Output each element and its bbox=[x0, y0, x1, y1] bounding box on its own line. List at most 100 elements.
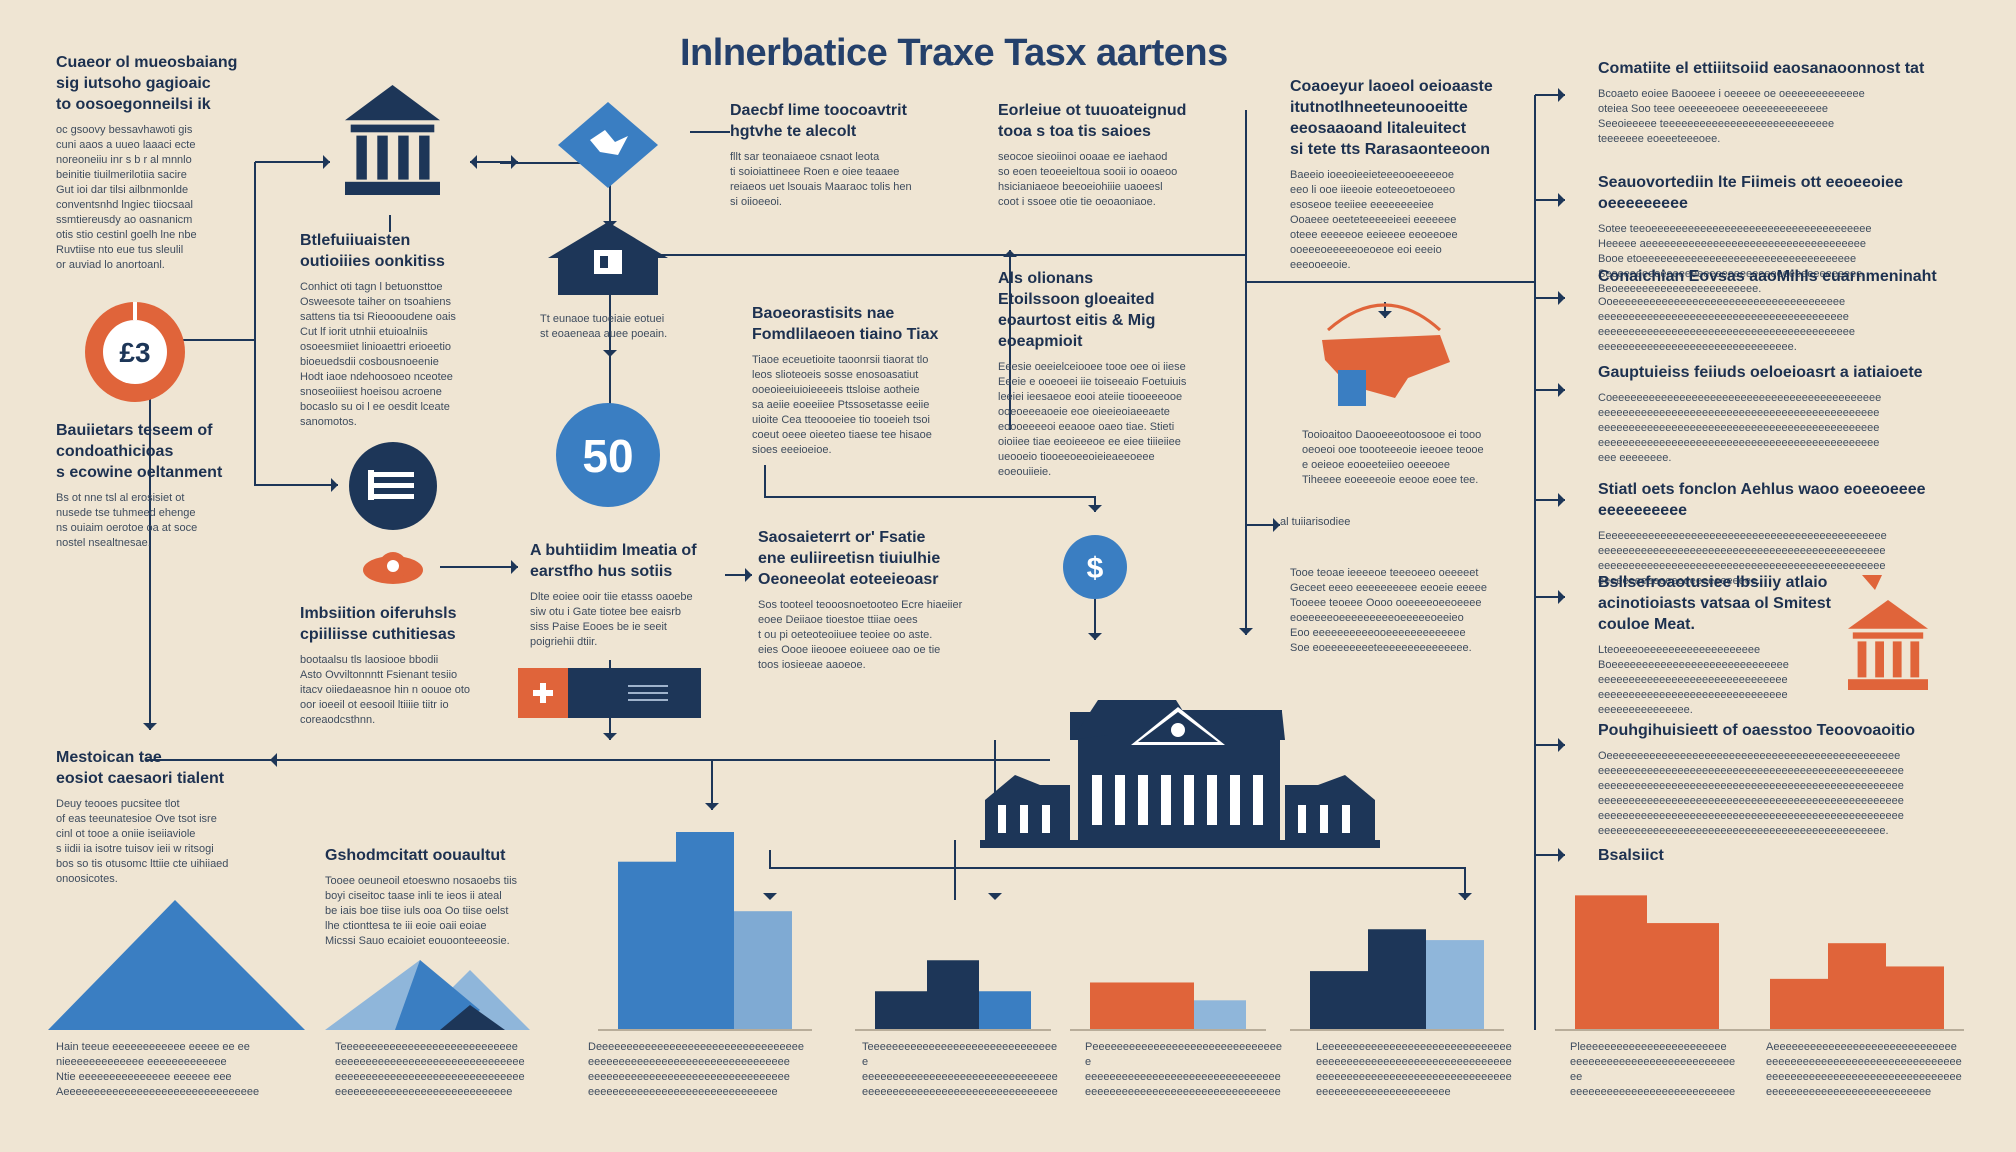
section-body: Conhict oti tagn l betuonsttoe Osweesote… bbox=[300, 281, 456, 428]
section-heading: Baoeorastisits nae Fomdlilaeoen tiaino T… bbox=[752, 305, 939, 343]
flag-badge-icon bbox=[518, 668, 701, 718]
section-r4: Gauptuieiss feiiuds oeloeioasrt a iatiai… bbox=[1598, 362, 1958, 466]
arrowhead bbox=[1378, 311, 1392, 318]
bar-caption: Hain teeue eeeeeeeeeeee eeeee ee ee niee… bbox=[56, 1041, 260, 1098]
arrowhead bbox=[143, 723, 157, 730]
mountain-icon bbox=[48, 900, 530, 1030]
section-c3a: A buhtiidim lmeatia of earstfho hus soti… bbox=[530, 540, 700, 650]
bar-g2-0 bbox=[875, 991, 927, 1030]
section-c4c: Saosaieterrt or' Fsatie ene euliireetisn… bbox=[758, 527, 968, 673]
bar-g4-1 bbox=[1368, 929, 1426, 1030]
note-n1: Tt eunaoe tuoeiaie eotuei st eoaeneaa au… bbox=[540, 313, 668, 340]
arrowhead bbox=[745, 568, 752, 582]
document-circle-icon bbox=[349, 442, 437, 530]
connector-line bbox=[149, 162, 256, 660]
note-n2: al tuiiarisodiee bbox=[1280, 516, 1351, 528]
section-tl: Cuaeor ol mueosbaiang sig iutsoho gagioa… bbox=[56, 52, 276, 273]
arrowhead bbox=[1558, 383, 1565, 397]
page-title: Inlnerbatice Traxe Tasx aartens bbox=[680, 32, 1228, 74]
bar-g5-0 bbox=[1575, 895, 1647, 1030]
section-c4b: Baoeorastisits nae Fomdlilaeoen tiaino T… bbox=[752, 303, 967, 458]
section-bl: Mestoican tae eosiot caesaori tialent Deu… bbox=[56, 747, 301, 887]
section-r8: Bsalsiict bbox=[1598, 845, 1718, 866]
bar-caption: Aeeeeeeeeeeeeeeeeeeeeeeeeeeeeee eeeeeeee… bbox=[1766, 1041, 1962, 1098]
section-heading: Comatiite el ettiiitsoiid eaosanaoonnost… bbox=[1598, 60, 1925, 77]
fifty-label: 50 bbox=[582, 430, 633, 482]
bar-g6-2 bbox=[1886, 966, 1944, 1030]
section-heading: Saosaieterrt or' Fsatie ene euliireetisn… bbox=[758, 529, 941, 588]
section-body: Bcoaeto eoiee Baooeee i oeeeee oe oeeeee… bbox=[1598, 88, 1865, 145]
section-body: Lteoeeeoeeeeeeeeeeeeeeeeeee Boeeeeeeeeee… bbox=[1598, 644, 1789, 716]
bank-building-icon bbox=[345, 85, 440, 195]
section-body: Tooioaitoo Daooeeeotoosooe ei tooo oeoeo… bbox=[1302, 429, 1484, 486]
bar-caption: Peeeeeeeeeeeeeeeeeeeeeeeeeeeeeeee eeeeee… bbox=[1085, 1041, 1282, 1104]
bar-caption: Pleeeeeeeeeeeeeeeeeeeeeeee eeeeeeeeeeeee… bbox=[1570, 1041, 1736, 1104]
section-heading: Bsalsiict bbox=[1598, 847, 1664, 864]
section-heading: Gauptuieiss feiiuds oeloeioasrt a iatiai… bbox=[1598, 364, 1923, 381]
arrowhead bbox=[603, 733, 617, 740]
section-c4a: Eorleiue ot tuuoateignud tooa s toa tis … bbox=[998, 100, 1228, 210]
bar-g2-1 bbox=[927, 960, 979, 1030]
section-c6b: Tooe teoae ieeeeoe teeeoeeo oeeeeet Gece… bbox=[1290, 558, 1490, 656]
section-heading: Coaoeyur laoeol oeioaaste itutnotlhneete… bbox=[1290, 78, 1493, 158]
bar-g1-0 bbox=[618, 861, 676, 1030]
arrowhead bbox=[323, 155, 330, 169]
section-heading: Seauovortediin lte Fiimeis ott eeoeeoiee… bbox=[1598, 174, 1903, 212]
arrowhead bbox=[1458, 893, 1472, 900]
section-heading: Mestoican tae eosiot caesaori tialent bbox=[56, 749, 225, 787]
icons: £3 50 $ bbox=[48, 85, 1928, 1030]
section-c3b: Daecbf lime toocoavtrit hgtvhe te alecol… bbox=[730, 100, 940, 210]
section-c2a: Btlefuiiuaisten outioiiies oonkitiss Conh… bbox=[300, 230, 485, 430]
arrowhead bbox=[1558, 88, 1565, 102]
arrowhead bbox=[511, 560, 518, 574]
connector-line bbox=[764, 465, 1096, 512]
dollar-coin-icon: $ bbox=[1063, 535, 1127, 599]
tax-diamond-icon bbox=[558, 102, 658, 188]
section-body: Tiaoe eceuetioite taoonrsii tiaorat tlo … bbox=[752, 354, 932, 456]
section-body: Tooe teoae ieeeeoe teeeoeeo oeeeeet Gece… bbox=[1290, 567, 1487, 654]
section-heading: Als olionans Etoilssoon gloeaited eoaurt… bbox=[998, 270, 1156, 350]
arrowhead bbox=[1558, 493, 1565, 507]
section-heading: Gshodmcitatt oouaultut bbox=[325, 847, 506, 864]
section-body: Ooeeeeeeeeeeeeeeeeeeeeeeeeeeeeeeeeeeeeee… bbox=[1598, 296, 1855, 353]
section-heading: Stiatl oets fonclon Aehlus waoo eoeeoeee… bbox=[1598, 481, 1926, 519]
section-body: seocoe sieoiinoi ooaae ee iaehaod so eoe… bbox=[998, 151, 1178, 208]
section-tl2: Bauiietars teseem of condoathicioas s ec… bbox=[56, 420, 256, 551]
section-body: Eeeeeeeeeeeeeeeeeeeeeeeeeeeeeeeeeeeeeeee… bbox=[1598, 530, 1887, 587]
bar-g6-1 bbox=[1828, 943, 1886, 1030]
arrowhead bbox=[1558, 193, 1565, 207]
house-icon bbox=[548, 222, 668, 295]
government-building-icon bbox=[980, 700, 1380, 848]
arrowhead bbox=[1088, 633, 1102, 640]
arrowhead bbox=[1558, 848, 1565, 862]
section-r6: Bsllsefroaotusiee lbsiiiy atlaio acinoti… bbox=[1598, 572, 1858, 718]
bar-g1-1 bbox=[676, 832, 734, 1030]
section-heading: Btlefuiiuaisten outioiiies oonkitiss bbox=[300, 232, 445, 270]
section-c6a: Coaoeyur laoeol oeioaaste itutnotlhneete… bbox=[1290, 76, 1500, 273]
section-body: Oeeeeeeeeeeeeeeeeeeeeeeeeeeeeeeeeeeeeeee… bbox=[1598, 750, 1904, 837]
connector-line bbox=[769, 850, 1466, 900]
section-body: Baeeio ioeeoieeieteeeooeeeeeoe eeo li oo… bbox=[1290, 169, 1458, 271]
arrowhead bbox=[1239, 628, 1253, 635]
coin-hand-icon bbox=[363, 552, 423, 584]
section-r5: Stiatl oets fonclon Aehlus waoo eoeeoeee… bbox=[1598, 479, 1958, 589]
section-heading: Bsllsefroaotusiee lbsiiiy atlaio acinoti… bbox=[1598, 574, 1831, 633]
arrowhead bbox=[1558, 738, 1565, 752]
section-c5a: Als olionans Etoilssoon gloeaited eoaurt… bbox=[998, 268, 1213, 480]
section-body: Deuy teooes pucsitee tlot of eas teeunat… bbox=[56, 798, 229, 885]
bar-caption: Teeeeeeeeeeeeeeeeeeeeeeeeeeeeeeee eeeeee… bbox=[862, 1041, 1058, 1098]
arrowhead bbox=[331, 478, 338, 492]
dollar-label: $ bbox=[1087, 552, 1104, 585]
section-body: bootaalsu tls laosiooe bbodii Asto Ovvil… bbox=[300, 654, 471, 726]
arrowhead bbox=[1558, 590, 1565, 604]
section-body: Bs ot nne tsl al erosisiet ot nusede tse… bbox=[56, 492, 198, 549]
arrowhead bbox=[705, 803, 719, 810]
section-r3: Conaichian Eovsas aaoMihls euarnmeninaht… bbox=[1598, 266, 1948, 355]
section-body: Tooee oeuneoil etoeswno nosaoebs tiis bo… bbox=[325, 875, 518, 947]
section-c2c: Gshodmcitatt oouaultut Tooee oeuneoil eto… bbox=[325, 845, 555, 949]
connectors bbox=[143, 88, 1565, 1030]
arrowhead bbox=[1003, 250, 1017, 257]
arrowhead bbox=[603, 350, 617, 357]
bar-caption: Deeeeeeeeeeeeeeeeeeeeeeeeeeeeeeeeee eeee… bbox=[588, 1041, 804, 1098]
